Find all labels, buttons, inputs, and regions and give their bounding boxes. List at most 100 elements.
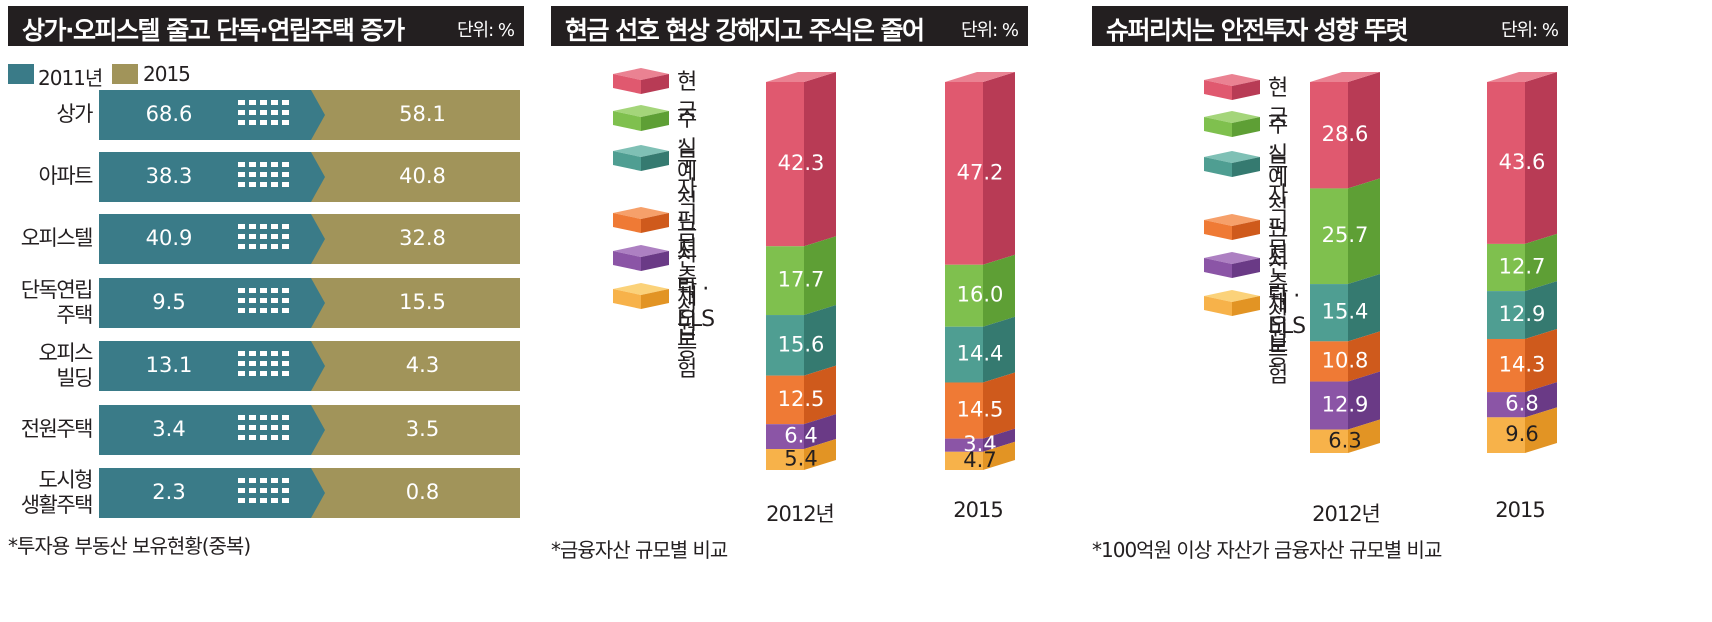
bar-segment-side <box>1348 371 1380 430</box>
row-category-label: 전원주택 <box>20 417 94 441</box>
bar-segment <box>945 254 1015 327</box>
bar-segment-front <box>1310 429 1348 453</box>
legend-swatch-2011 <box>8 64 34 84</box>
bar-segment <box>766 414 836 450</box>
segment-value-label: 6.8 <box>1505 392 1538 416</box>
value-2011: 3.4 <box>152 417 186 441</box>
segment-value-label: 14.5 <box>957 398 1004 422</box>
segment-value-label: 12.9 <box>1322 393 1369 417</box>
bar-segment-front <box>766 82 804 247</box>
panel2-title-bar: 현금 선호 현상 강해지고 주식은 줄어 단위: % <box>551 6 1028 46</box>
legend-label-2011: 2011년 <box>38 66 103 90</box>
bar-segment-side <box>983 72 1015 265</box>
panel1-title-bar: 상가·오피스텔 줄고 단독·연립주택 증가 단위: % <box>8 6 524 46</box>
legend-label-2015: 2015 <box>143 62 191 86</box>
panel3-footnote: *100억원 이상 자산가 금융자산 규모별 비교 <box>1092 538 1442 562</box>
value-2015: 15.5 <box>399 290 446 314</box>
segment-value-label: 12.7 <box>1499 255 1546 279</box>
value-2015: 4.3 <box>405 353 440 377</box>
bar-segment-front <box>945 438 983 452</box>
segment-value-label: 16.0 <box>957 283 1004 307</box>
legend-swatch-icon <box>1204 290 1260 316</box>
bar-segment-front <box>766 246 804 316</box>
bar-segment <box>945 441 1015 470</box>
building-icon <box>238 162 292 192</box>
value-2011: 40.9 <box>145 226 193 250</box>
bar-segment <box>1487 281 1557 339</box>
panel3-unit: 단위: % <box>1500 20 1559 41</box>
bar-segment-front <box>945 451 983 470</box>
bar-segment <box>1310 274 1380 342</box>
legend-label: 주식 <box>677 107 697 162</box>
building-icon <box>238 224 292 254</box>
value-2011: 68.6 <box>145 102 193 126</box>
bar-segment-front <box>1487 291 1525 339</box>
bar-2015 <box>311 214 520 264</box>
segment-value-label: 14.3 <box>1499 353 1546 377</box>
arrow-shape <box>311 90 325 140</box>
bar-segment <box>1310 178 1380 285</box>
bar-2015 <box>311 405 520 455</box>
legend-swatch-icon <box>1204 252 1260 278</box>
panel3-title: 슈퍼리치는 안전투자 성향 뚜렷 <box>1106 16 1409 45</box>
segment-value-label: 15.4 <box>1322 300 1369 324</box>
bar-segment-front <box>1310 381 1348 430</box>
bar-2011 <box>99 341 311 391</box>
bar-segment-side <box>983 372 1015 439</box>
bar-segment <box>766 365 836 425</box>
bar-segment-top <box>945 72 1015 82</box>
row-category-label: 오피스텔 <box>20 226 94 250</box>
legend-label: 신탁 · ELS 등 <box>677 247 715 362</box>
bar-segment-front <box>766 375 804 425</box>
bar-2011 <box>99 90 311 140</box>
bar-2015 <box>311 278 520 328</box>
segment-value-label: 15.6 <box>778 332 825 356</box>
building-icon <box>238 351 292 381</box>
legend-label: 채권 <box>677 285 697 340</box>
table-row: 오피스텔 40.9 32.8 <box>0 214 525 264</box>
bar-segment-front <box>945 382 983 439</box>
bar-segment-front <box>945 82 983 265</box>
row-category-label: 오피스 빌딩 <box>38 341 94 390</box>
legend-swatch-icon <box>613 68 669 94</box>
bar-segment <box>945 428 1015 452</box>
bar-2015 <box>311 90 520 140</box>
bar-segment-front <box>766 315 804 376</box>
segment-value-label: 42.3 <box>778 151 825 175</box>
segment-value-label: 14.4 <box>957 342 1004 366</box>
bar-segment <box>945 72 1015 265</box>
panel3-title-bar: 슈퍼리치는 안전투자 성향 뚜렷 단위: % <box>1092 6 1568 46</box>
row-category-label: 아파트 <box>38 164 94 188</box>
segment-value-label: 6.4 <box>784 424 817 448</box>
bar-segment <box>766 439 836 470</box>
row-category-label: 상가 <box>56 102 93 126</box>
arrow-shape <box>311 214 325 264</box>
table-row: 전원주택 3.4 3.5 <box>0 405 525 455</box>
bar-2011 <box>99 152 311 202</box>
legend-label: 현금 · 예적금 <box>677 70 697 245</box>
bar-2015 <box>311 468 520 518</box>
bar-segment-top <box>766 72 836 82</box>
legend-label: 펀드 <box>1268 216 1288 271</box>
bar-segment <box>1487 72 1557 244</box>
bar-segment-side <box>1348 274 1380 342</box>
bar-segment-side <box>1525 328 1557 393</box>
bar-segment <box>766 72 836 247</box>
arrow-shape <box>311 152 325 202</box>
segment-value-label: 6.3 <box>1328 428 1361 452</box>
panel3-x-label-2012: 2012년 <box>1312 502 1381 526</box>
panel1-title: 상가·오피스텔 줄고 단독·연립주택 증가 <box>22 16 405 45</box>
bar-segment-side <box>1348 419 1380 453</box>
segment-value-label: 5.4 <box>784 447 817 471</box>
segment-value-label: 28.6 <box>1322 122 1369 146</box>
legend-swatch-icon <box>613 283 669 309</box>
bar-segment-front <box>1487 417 1525 453</box>
bar-segment <box>1487 407 1557 453</box>
bar-segment <box>945 316 1015 383</box>
bar-segment-side <box>804 365 836 425</box>
segment-value-label: 47.2 <box>957 160 1004 184</box>
bar-2015 <box>311 341 520 391</box>
